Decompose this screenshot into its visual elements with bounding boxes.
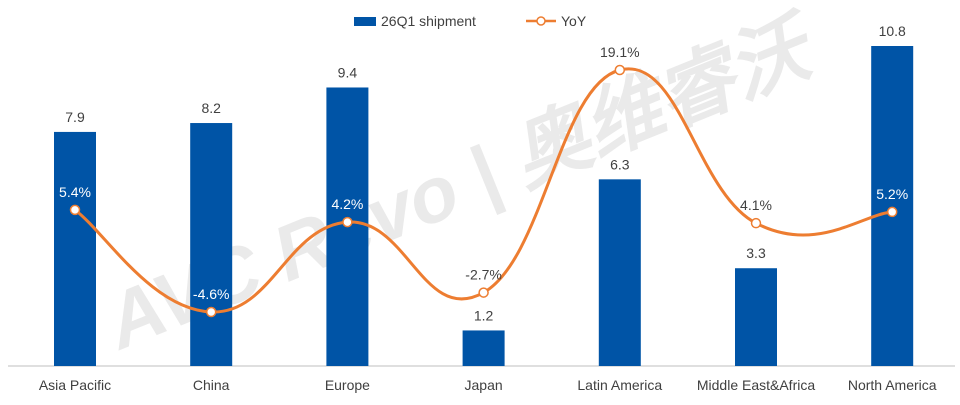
yoy-line (74, 67, 893, 314)
bar-middle-east-africa (735, 268, 777, 366)
yoy-value-label: 4.2% (331, 196, 363, 212)
yoy-marker (478, 287, 489, 298)
yoy-marker (69, 204, 81, 216)
bar-value-label: 7.9 (65, 109, 85, 125)
category-label: Latin America (577, 377, 662, 393)
yoy-marker (342, 216, 353, 228)
category-label: Europe (325, 377, 370, 393)
yoy-value-label: 19.1% (600, 44, 640, 60)
category-label: China (193, 377, 230, 393)
bar-value-label: 10.8 (879, 23, 906, 39)
bar-value-label: 6.3 (610, 156, 630, 172)
yoy-labels: 5.4% -4.6% 4.2% -2.7% 19.1% 4.1% 5.2% (59, 44, 908, 302)
yoy-marker (205, 306, 217, 318)
legend-bar-label: 26Q1 shipment (381, 13, 476, 29)
yoy-marker (750, 217, 762, 229)
yoy-marker (886, 206, 898, 218)
category-labels: Asia Pacific China Europe Japan Latin Americ… (39, 377, 937, 393)
bar-asia-pacific (54, 131, 96, 366)
bar-value-label: 1.2 (474, 307, 494, 323)
category-label: Japan (465, 377, 503, 393)
yoy-value-label: 4.1% (740, 197, 772, 213)
yoy-points (69, 64, 898, 318)
yoy-value-label: -4.6% (193, 286, 230, 302)
bar-value-label: 3.3 (746, 245, 766, 261)
category-label: Middle East&Africa (697, 377, 815, 393)
legend-line-marker (536, 16, 546, 26)
legend-bar-swatch (354, 17, 376, 26)
category-label: Asia Pacific (39, 377, 111, 393)
yoy-value-label: 5.4% (59, 184, 91, 200)
yoy-value-label: -2.7% (465, 267, 502, 283)
bar-value-label: 9.4 (338, 64, 358, 80)
bar-latin-america (598, 179, 641, 366)
yoy-marker (614, 64, 626, 76)
legend-line-label: YoY (561, 13, 587, 29)
bar-labels: 7.9 8.2 9.4 1.2 6.3 3.3 10.8 (65, 23, 906, 323)
bar-japan (462, 330, 505, 366)
yoy-value-label: 5.2% (876, 186, 908, 202)
bar-value-label: 8.2 (201, 100, 221, 116)
bar-china (190, 123, 233, 366)
category-label: North America (848, 377, 937, 393)
bar-north-america (871, 46, 914, 366)
legend: 26Q1 shipment YoY (354, 13, 587, 29)
